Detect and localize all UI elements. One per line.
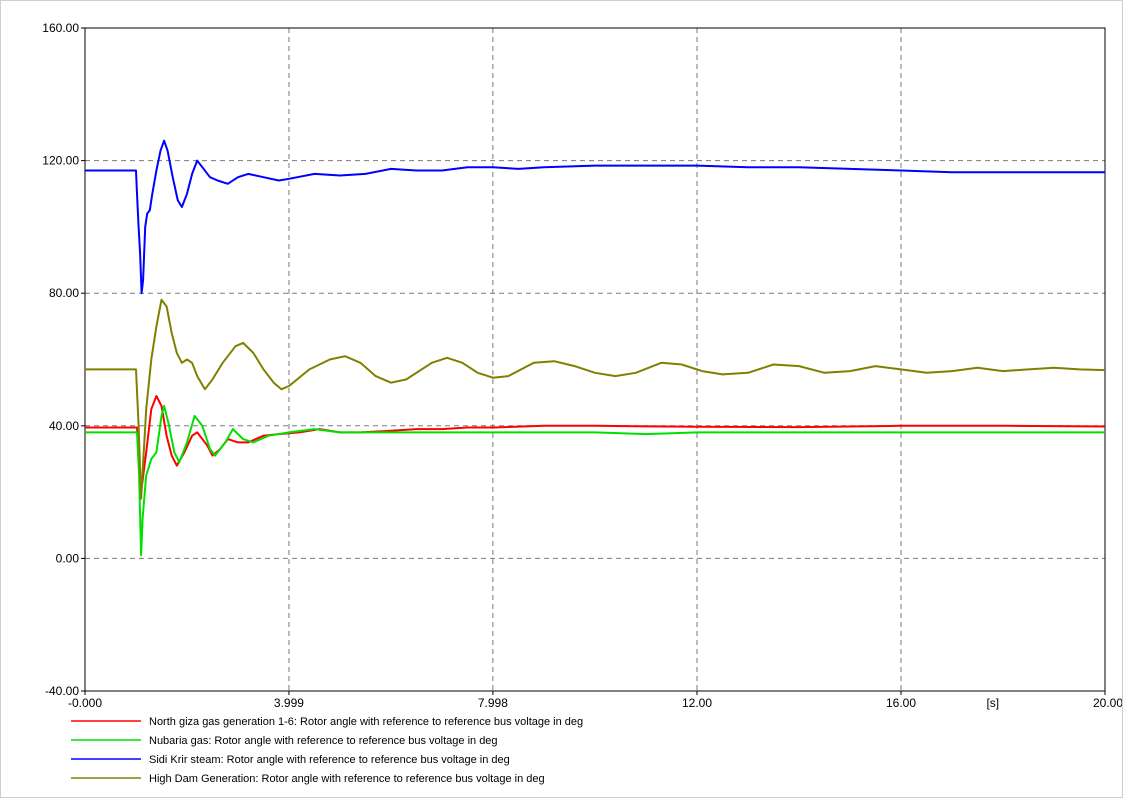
x-tick-label: -0.000 — [68, 696, 102, 710]
x-axis-unit-label: [s] — [986, 696, 999, 710]
axis-ticks: -40.00 0.00 40.00 80.00 120.00 160.00 -0.000 3.… — [42, 21, 1122, 710]
series-line-2 — [85, 404, 1105, 557]
y-tick-label: 120.00 — [42, 154, 79, 168]
legend-entry-label: North giza gas generation 1-6: Rotor ang… — [149, 716, 583, 728]
x-tick-label: 3.999 — [274, 696, 304, 710]
legend: North giza gas generation 1-6: Rotor ang… — [71, 716, 583, 785]
x-tick-label: 16.00 — [886, 696, 916, 710]
series-line-4 — [85, 298, 1106, 500]
grid-lines — [85, 28, 1105, 691]
x-tick-label: 12.00 — [682, 696, 712, 710]
y-tick-label: 0.00 — [56, 551, 80, 565]
x-tick-label: 20.00 — [1093, 696, 1122, 710]
series-lines — [85, 139, 1106, 557]
y-tick-label: 160.00 — [42, 21, 79, 35]
x-tick-label: 7.998 — [478, 696, 508, 710]
legend-entry-label: High Dam Generation: Rotor angle with re… — [149, 773, 545, 785]
y-tick-label: -40.00 — [45, 684, 79, 698]
legend-entry-label: Sidi Krir steam: Rotor angle with refere… — [149, 754, 510, 766]
y-tick-label: 40.00 — [49, 419, 79, 433]
plot-area-border — [84, 27, 1106, 692]
legend-entry-label: Nubaria gas: Rotor angle with reference … — [149, 735, 498, 747]
series-line-3 — [85, 139, 1105, 295]
series-line-1 — [85, 395, 1106, 494]
y-tick-label: 80.00 — [49, 286, 79, 300]
